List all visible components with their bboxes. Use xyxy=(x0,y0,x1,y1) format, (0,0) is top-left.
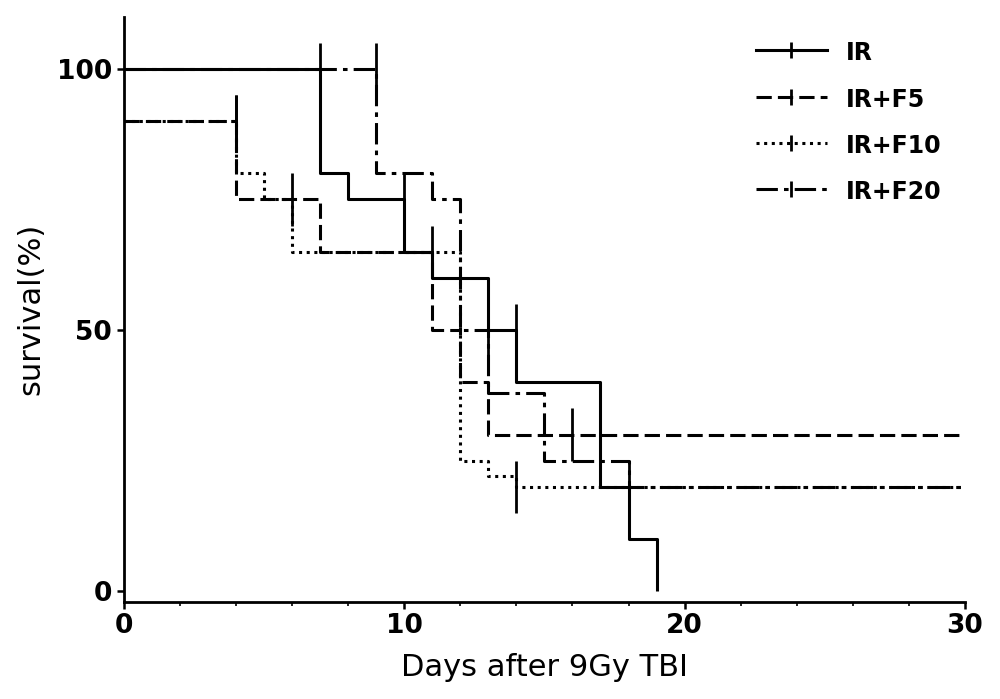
IR xyxy=(426,247,438,256)
IR+F20 xyxy=(370,65,382,73)
IR+F5 xyxy=(566,431,578,439)
IR+F10 xyxy=(454,247,466,256)
IR+F10 xyxy=(118,117,130,125)
IR xyxy=(342,195,354,203)
IR xyxy=(482,273,494,282)
IR+F20 xyxy=(426,169,438,178)
IR+F5 xyxy=(566,431,578,439)
IR xyxy=(623,482,635,491)
Y-axis label: survival(%): survival(%) xyxy=(17,223,46,395)
IR+F20 xyxy=(623,456,635,465)
IR+F10 xyxy=(959,482,971,491)
IR xyxy=(510,378,522,387)
Line: IR: IR xyxy=(124,69,657,591)
IR+F20 xyxy=(538,456,550,465)
IR+F5 xyxy=(454,378,466,387)
IR+F10 xyxy=(258,195,270,203)
IR xyxy=(314,65,326,73)
IR+F20 xyxy=(426,195,438,203)
IR+F5 xyxy=(454,326,466,334)
IR+F5 xyxy=(959,431,971,439)
IR+F10 xyxy=(286,195,298,203)
IR+F10 xyxy=(286,247,298,256)
IR+F20 xyxy=(538,389,550,397)
IR+F5 xyxy=(426,326,438,334)
IR+F20 xyxy=(623,482,635,491)
IR+F20 xyxy=(118,65,130,73)
IR xyxy=(482,326,494,334)
Line: IR+F10: IR+F10 xyxy=(124,121,965,487)
IR xyxy=(623,535,635,543)
IR+F10 xyxy=(258,169,270,178)
IR xyxy=(651,587,663,596)
IR+F5 xyxy=(426,247,438,256)
IR+F10 xyxy=(482,456,494,465)
IR xyxy=(398,247,410,256)
IR+F20 xyxy=(454,195,466,203)
IR xyxy=(510,326,522,334)
IR+F10 xyxy=(230,169,242,178)
IR+F20 xyxy=(959,482,971,491)
IR xyxy=(314,169,326,178)
IR xyxy=(594,482,606,491)
IR xyxy=(398,195,410,203)
IR+F10 xyxy=(454,456,466,465)
IR+F20 xyxy=(370,169,382,178)
IR+F5 xyxy=(230,117,242,125)
IR xyxy=(651,535,663,543)
X-axis label: Days after 9Gy TBI: Days after 9Gy TBI xyxy=(401,654,688,682)
IR+F5 xyxy=(482,378,494,387)
IR+F10 xyxy=(230,117,242,125)
Line: IR+F5: IR+F5 xyxy=(124,121,965,435)
Line: IR+F20: IR+F20 xyxy=(124,69,965,487)
IR+F5 xyxy=(314,247,326,256)
IR+F10 xyxy=(510,472,522,480)
IR+F5 xyxy=(230,195,242,203)
IR+F20 xyxy=(482,389,494,397)
IR+F20 xyxy=(454,326,466,334)
IR+F10 xyxy=(510,482,522,491)
Legend: IR, IR+F5, IR+F10, IR+F20: IR, IR+F5, IR+F10, IR+F20 xyxy=(744,29,953,216)
IR+F5 xyxy=(118,117,130,125)
IR xyxy=(118,65,130,73)
IR+F20 xyxy=(482,326,494,334)
IR xyxy=(342,169,354,178)
IR xyxy=(426,273,438,282)
IR+F5 xyxy=(314,195,326,203)
IR xyxy=(594,378,606,387)
IR+F5 xyxy=(482,431,494,439)
IR+F10 xyxy=(482,472,494,480)
